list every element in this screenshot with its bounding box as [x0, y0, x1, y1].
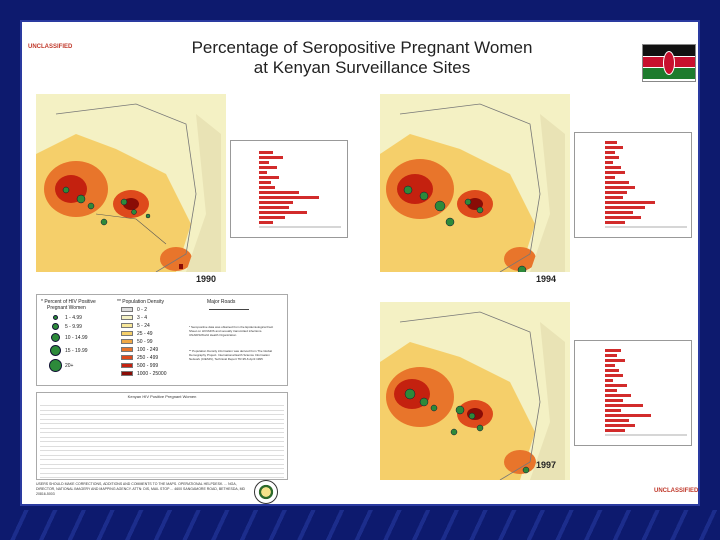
density-swatch: [121, 331, 133, 336]
hiv-class-5: 20+: [65, 363, 74, 369]
table-row: [40, 451, 284, 456]
slide: UNCLASSIFIED Percentage of Seropositive …: [20, 20, 700, 506]
density-swatch: [121, 347, 133, 352]
table-row: [40, 455, 284, 460]
density-class-label: 1000 - 25000: [137, 371, 167, 377]
density-swatch: [121, 371, 133, 376]
density-swatch: [121, 315, 133, 320]
roads-header: Major Roads: [207, 299, 236, 305]
density-class-label: 3 - 4: [137, 315, 148, 321]
classification-top: UNCLASSIFIED: [28, 44, 73, 50]
hiv-class-dot-3: [51, 333, 60, 342]
footer-text: USERS SHOULD MAKE CORRECTIONS, ADDITIONS…: [36, 482, 246, 496]
hiv-class-1: 1 - 4.99: [65, 315, 82, 321]
bar-chart-1990: [230, 140, 348, 238]
table-row: [40, 406, 284, 411]
decorative-stripes: [0, 510, 720, 540]
note-density: ** Population Density information was de…: [189, 349, 272, 361]
density-class-label: 50 - 99: [137, 339, 153, 345]
table-row: [40, 424, 284, 429]
table-row: [40, 419, 284, 424]
density-swatch: [121, 355, 133, 360]
table-row: [40, 469, 284, 474]
kenya-flag-icon: [642, 44, 696, 82]
table-row: [40, 433, 284, 438]
hiv-header-2: Pregnant Women: [47, 305, 86, 311]
table-row: [40, 464, 284, 469]
hiv-class-4: 15 - 19.99: [65, 348, 88, 354]
density-swatch: [121, 307, 133, 312]
density-swatch: [121, 339, 133, 344]
title-line-2: at Kenyan Surveillance Sites: [253, 58, 471, 77]
table-row: [40, 460, 284, 465]
data-table: Kenyan HIV Positive Pregnant Women: [36, 392, 288, 480]
table-row: [40, 437, 284, 442]
table-row: [40, 428, 284, 433]
map-year-1994: 1994: [536, 274, 557, 284]
map-year-1990: 1990: [196, 274, 217, 284]
hiv-header-1: * Percent of HIV Positive: [41, 299, 96, 305]
density-swatch: [121, 363, 133, 368]
hiv-class-3: 10 - 14.99: [65, 335, 88, 341]
map-1997: [380, 302, 570, 480]
page-title: Percentage of Seropositive Pregnant Wome…: [162, 38, 562, 78]
agency-seal-icon: [254, 480, 278, 504]
hiv-class-dot-1: [53, 315, 58, 320]
density-class-label: 0 - 2: [137, 307, 148, 313]
density-swatch: [121, 323, 133, 328]
hiv-class-2: 5 - 9.99: [65, 324, 82, 330]
map-year-1997: 1997: [536, 460, 557, 470]
density-header: ** Population Density: [117, 299, 164, 305]
density-class-label: 5 - 24: [137, 323, 150, 329]
map-legend: * Percent of HIV Positive Pregnant Women…: [36, 294, 288, 386]
bar-chart-1994: [574, 132, 692, 238]
map-1994: [380, 94, 570, 272]
density-class-label: 100 - 249: [137, 347, 159, 353]
bar-chart-1997: [574, 340, 692, 446]
classification-bottom: UNCLASSIFIED: [654, 488, 699, 494]
table-row: [40, 473, 284, 478]
table-row: [40, 401, 284, 406]
map-1990: 1990: [36, 94, 226, 272]
table-title: Kenyan HIV Positive Pregnant Women: [127, 394, 197, 399]
hiv-class-dot-2: [52, 323, 59, 330]
density-class-label: 500 - 999: [137, 363, 159, 369]
density-class-label: 25 - 49: [137, 331, 153, 337]
table-row: [40, 442, 284, 447]
table-row: [40, 446, 284, 451]
table-row: [40, 415, 284, 420]
density-class-label: 250 - 499: [137, 355, 159, 361]
road-line-sample: [209, 309, 249, 310]
table-row: [40, 410, 284, 415]
note-seropositive: * Seropositive data was obtained from th…: [189, 325, 274, 337]
hiv-class-dot-5: [49, 359, 62, 372]
title-line-1: Percentage of Seropositive Pregnant Wome…: [191, 38, 533, 57]
hiv-class-dot-4: [50, 345, 61, 356]
